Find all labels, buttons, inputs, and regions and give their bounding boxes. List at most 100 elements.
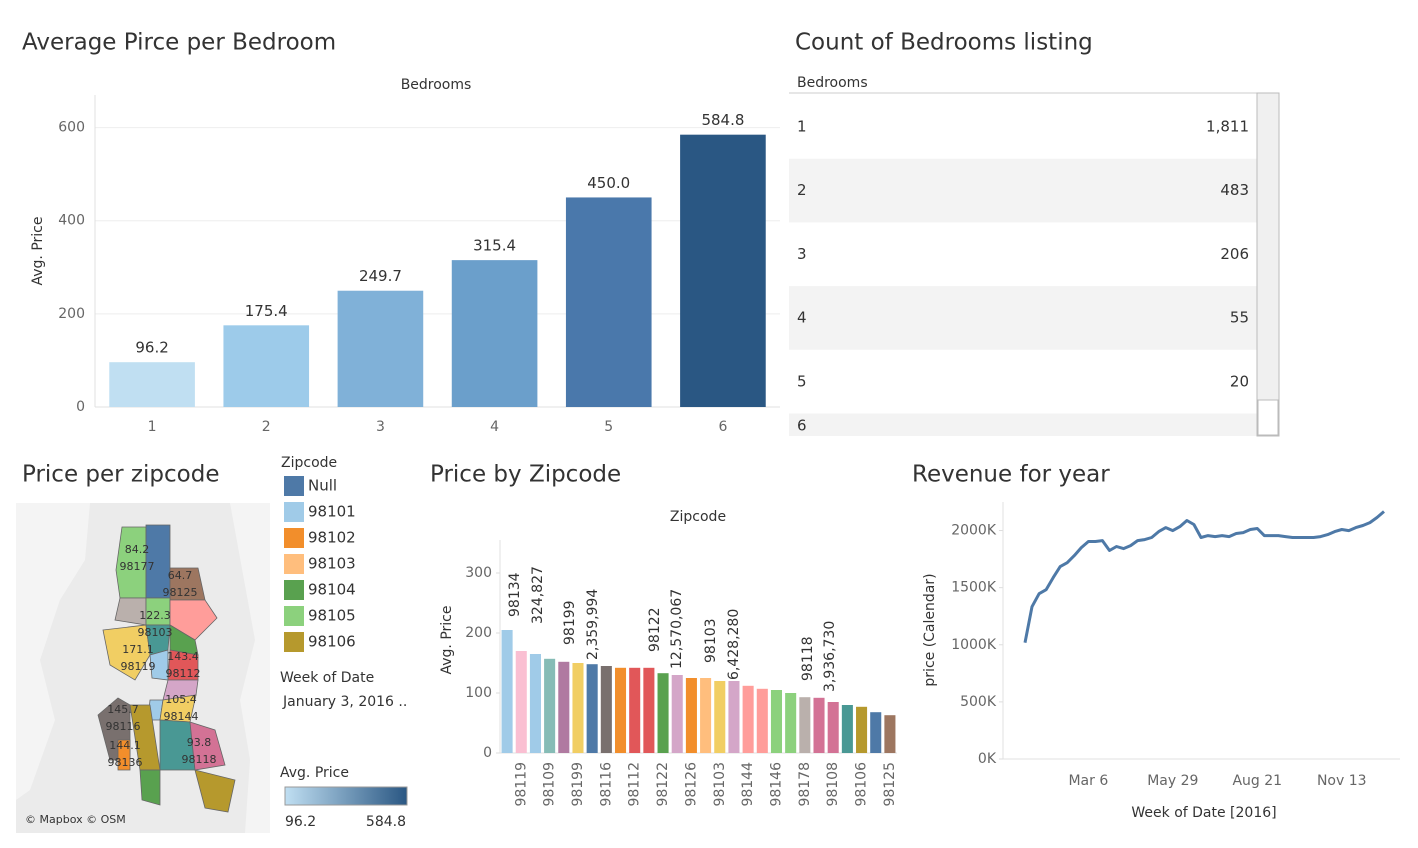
y-axis-title: Avg. Price: [30, 217, 46, 286]
bar: [109, 362, 195, 407]
x-tick-label: 98103: [712, 762, 728, 807]
y-tick-label: 300: [465, 565, 492, 581]
legend-label: 98106: [308, 633, 356, 651]
annotation: 2,359,994: [585, 589, 601, 660]
legend-label: 98102: [308, 529, 356, 547]
y-tick-label: 200: [58, 306, 85, 322]
zip-regions: [97, 524, 236, 813]
x-tick-label: 98146: [768, 762, 784, 807]
region-zipcode: 98103: [138, 626, 173, 639]
x-axis-title: Bedrooms: [401, 77, 472, 93]
legend-label: 98103: [308, 555, 356, 573]
bar: [700, 678, 712, 753]
value-label: 175.4: [245, 302, 288, 320]
row-value: 20: [1230, 372, 1249, 390]
value-label: 450.0: [587, 174, 630, 192]
color-legend-title: Avg. Price: [280, 765, 349, 781]
bar: [680, 134, 766, 407]
x-tick-label: 98199: [570, 762, 586, 807]
region-zipcode: 98177: [120, 560, 155, 573]
y-tick-label: 2000K: [951, 523, 997, 539]
y-tick-label: 0: [76, 399, 85, 415]
bar: [586, 664, 598, 753]
region-zipcode: 98116: [106, 720, 141, 733]
chart-title: Average Pirce per Bedroom: [22, 30, 336, 56]
x-tick-label: 1: [148, 419, 157, 435]
y-tick-label: 1000K: [951, 637, 997, 653]
bar: [827, 702, 839, 753]
filter-title: Week of Date: [280, 670, 374, 686]
region-zipcode: 98125: [163, 586, 198, 599]
map-attribution: © Mapbox © OSM: [25, 813, 126, 826]
value-label: 249.7: [359, 267, 402, 285]
bar: [501, 630, 513, 753]
row-band: [789, 413, 1257, 436]
x-tick-label: 5: [604, 419, 613, 435]
x-tick-label: Mar 6: [1068, 773, 1108, 789]
x-tick-label: 98106: [854, 762, 870, 807]
bar: [223, 325, 310, 407]
bar: [841, 705, 853, 753]
region-zipcode: 98118: [182, 753, 217, 766]
y-tick-label: 0K: [978, 751, 997, 767]
annotation: 6,428,280: [726, 609, 742, 680]
water: [230, 503, 270, 833]
y-tick-label: 200: [465, 625, 492, 641]
x-tick-label: 98108: [825, 762, 841, 807]
zip-region: [117, 739, 131, 771]
y-tick-label: 1500K: [951, 580, 997, 596]
region-zipcode: 98144: [164, 710, 199, 723]
row-label: 4: [797, 309, 807, 327]
x-tick-label: 98144: [740, 762, 756, 807]
region-zipcode: 98112: [166, 667, 201, 680]
bar: [614, 667, 627, 753]
annotation: 98103: [703, 618, 719, 663]
x-tick-label: 98116: [598, 762, 614, 807]
bar: [657, 673, 669, 753]
bar: [515, 651, 527, 753]
bar: [337, 290, 424, 407]
scrollbar[interactable]: [1256, 92, 1280, 437]
x-axis-title: Week of Date [2016]: [1131, 805, 1276, 821]
bar: [572, 663, 584, 753]
bar: [813, 697, 825, 753]
region-value: 143.4: [167, 650, 199, 663]
y-tick-label: 500K: [960, 694, 997, 710]
region-value: 84.2: [125, 543, 150, 556]
row-value: 206: [1220, 245, 1249, 263]
region-value: 122.3: [139, 609, 171, 622]
x-tick-label: 98122: [655, 762, 671, 807]
bar: [756, 688, 768, 753]
bar: [643, 667, 655, 753]
x-tick-label: Nov 13: [1317, 773, 1367, 789]
x-tick-label: Aug 21: [1232, 773, 1282, 789]
bar: [742, 685, 754, 753]
table-title: Count of Bedrooms listing: [795, 30, 1093, 56]
row-label: 1: [797, 118, 807, 136]
legend-title: Zipcode: [281, 455, 337, 471]
region-value: 93.8: [187, 736, 212, 749]
scrollbar-thumb[interactable]: [1257, 399, 1279, 436]
chart-title: Revenue for year: [912, 462, 1110, 488]
x-axis-title: Zipcode: [670, 509, 726, 525]
region-value: 105.4: [165, 693, 197, 706]
annotation: 98199: [562, 600, 578, 645]
legend-label: 98105: [308, 607, 356, 625]
annotation: 98134: [507, 572, 523, 617]
bar: [785, 693, 797, 753]
bar: [558, 661, 570, 753]
x-tick-label: 98109: [542, 762, 558, 807]
x-tick-label: 3: [376, 419, 385, 435]
bar: [728, 681, 740, 753]
bar: [799, 697, 811, 753]
x-tick-label: 4: [490, 419, 499, 435]
legend-swatch: [284, 502, 304, 522]
region-value: 145.7: [107, 703, 139, 716]
annotation: 324,827: [530, 566, 546, 624]
bar: [629, 667, 641, 753]
row-label: 3: [797, 245, 807, 263]
filter-value[interactable]: January 3, 2016 ..: [282, 694, 407, 710]
bar: [870, 712, 882, 753]
zip-region: [139, 769, 161, 806]
